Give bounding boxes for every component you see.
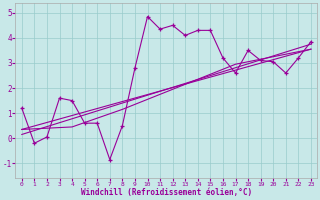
X-axis label: Windchill (Refroidissement éolien,°C): Windchill (Refroidissement éolien,°C) <box>81 188 252 197</box>
